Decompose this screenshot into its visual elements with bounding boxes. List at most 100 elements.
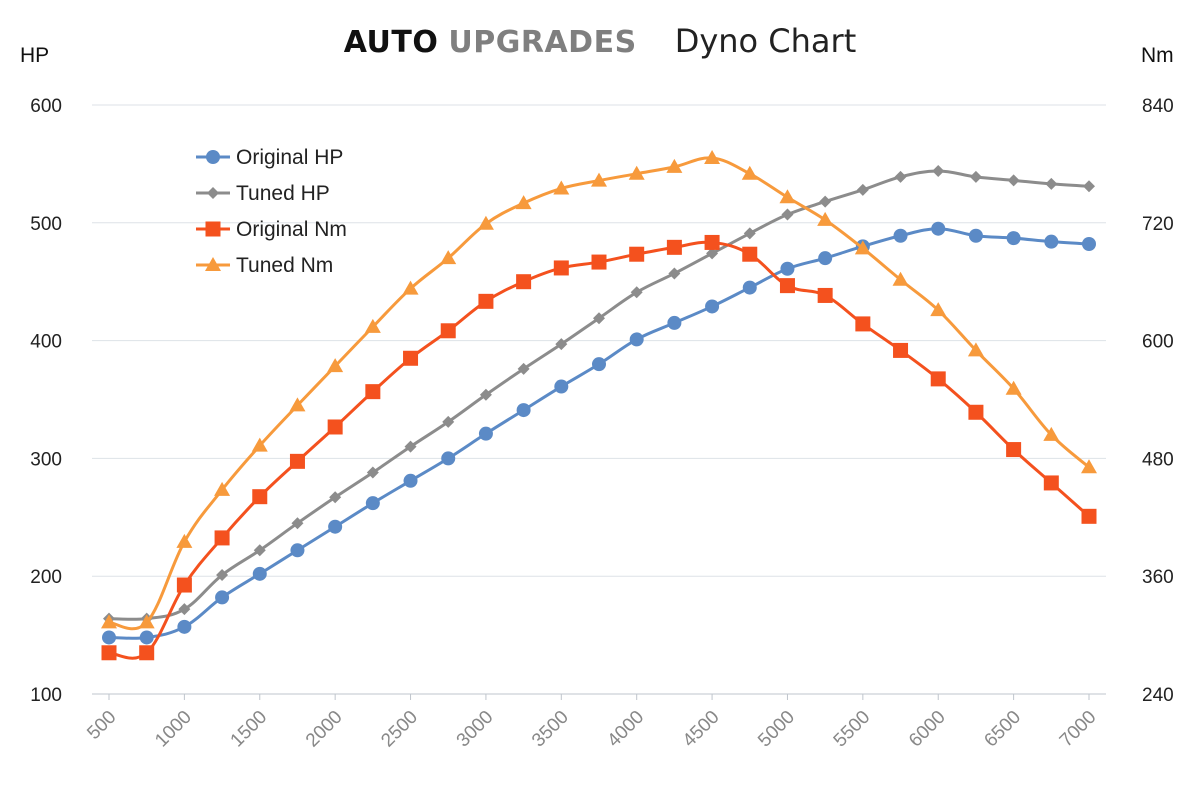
x-tick-label: 3500 [528, 707, 573, 752]
data-point-original-nm [591, 254, 607, 270]
legend-item-tuned-hp: Tuned HP [196, 182, 330, 205]
legend-marker-original-nm [205, 221, 221, 237]
x-tick-label: 4000 [603, 707, 648, 752]
legend-label-tuned-nm: Tuned Nm [236, 254, 333, 277]
data-point-original-hp [252, 566, 267, 581]
data-point-original-nm [101, 645, 117, 661]
data-point-original-hp [403, 473, 418, 488]
data-point-tuned-hp [969, 170, 982, 183]
brand-upgrades: UPGRADES [448, 25, 637, 60]
y-right-tick-label: 840 [1142, 96, 1174, 117]
data-point-tuned-nm [666, 158, 683, 173]
data-point-original-nm [478, 293, 494, 309]
data-point-original-hp [1006, 231, 1021, 246]
data-point-original-nm [516, 274, 532, 290]
x-tick-label: 7000 [1056, 707, 1101, 752]
data-point-tuned-nm [364, 318, 381, 333]
legend-item-tuned-nm: Tuned Nm [196, 254, 333, 277]
y-right-tick-label: 240 [1142, 685, 1174, 706]
data-point-original-hp [365, 496, 380, 511]
legend-label-tuned-hp: Tuned HP [236, 182, 330, 205]
x-tick-label: 500 [83, 707, 120, 744]
data-point-original-hp [629, 332, 644, 347]
data-point-tuned-nm [327, 358, 344, 373]
y-right-tick-label: 720 [1142, 214, 1174, 235]
data-point-tuned-nm [138, 614, 155, 629]
data-point-tuned-nm [892, 271, 909, 286]
data-point-tuned-nm [101, 614, 117, 629]
data-point-original-nm [666, 239, 682, 255]
series-tuned-nm [101, 150, 1097, 631]
data-point-original-hp [328, 519, 343, 534]
legend-item-original-hp: Original HP [196, 146, 343, 169]
series-original-nm [101, 234, 1097, 661]
data-point-original-hp [478, 426, 493, 441]
data-point-original-nm [893, 342, 909, 358]
data-point-tuned-hp [329, 491, 342, 504]
data-point-tuned-hp [856, 183, 869, 196]
data-point-tuned-nm [854, 240, 871, 255]
data-point-original-hp [554, 379, 569, 394]
data-point-original-hp [215, 590, 230, 605]
data-point-original-nm [779, 278, 795, 294]
y-right-tick-label: 360 [1142, 567, 1174, 588]
data-point-tuned-nm [214, 481, 231, 496]
data-point-original-nm [365, 384, 381, 400]
data-point-original-hp [177, 619, 192, 634]
x-tick-label: 2000 [302, 707, 347, 752]
data-point-original-hp [818, 251, 833, 266]
y-left-tick-label: 500 [30, 214, 62, 235]
data-point-original-hp [893, 228, 908, 243]
data-point-tuned-hp [216, 569, 229, 582]
data-point-tuned-hp [706, 247, 719, 260]
data-point-tuned-nm [628, 165, 645, 180]
y-left-tick-label: 600 [30, 96, 62, 117]
data-point-tuned-nm [704, 150, 721, 165]
legend-item-original-nm: Original Nm [196, 218, 347, 241]
data-point-tuned-nm [289, 397, 306, 412]
series-group [101, 150, 1097, 661]
data-point-original-nm [176, 577, 192, 593]
data-point-tuned-hp [442, 415, 455, 428]
chart-title-text: Dyno Chart [674, 22, 857, 60]
data-point-original-hp [1044, 234, 1059, 249]
data-point-tuned-nm [817, 211, 834, 226]
x-tick-label: 5000 [754, 707, 799, 752]
data-point-tuned-nm [176, 533, 193, 548]
data-point-original-nm [553, 260, 569, 276]
data-point-tuned-hp [743, 227, 756, 240]
data-point-tuned-nm [741, 165, 758, 180]
y-right-tick-label: 600 [1142, 332, 1174, 353]
data-point-tuned-hp [178, 603, 191, 616]
data-point-original-nm [930, 371, 946, 387]
data-point-original-hp [139, 630, 154, 645]
data-point-original-nm [742, 246, 758, 262]
data-point-original-nm [440, 323, 456, 339]
data-point-original-hp [742, 280, 757, 295]
data-point-tuned-hp [894, 170, 907, 183]
data-point-tuned-nm [967, 342, 984, 357]
data-point-original-hp [931, 221, 946, 236]
x-tick-label: 1000 [151, 707, 196, 752]
data-point-original-nm [1043, 475, 1059, 491]
x-tick-label: 2500 [377, 707, 422, 752]
data-point-original-hp [441, 451, 456, 466]
data-point-original-nm [139, 645, 155, 661]
data-point-tuned-nm [1043, 426, 1060, 441]
data-point-original-nm [817, 287, 833, 303]
legend: Original HP Tuned HP Original Nm Tuned Nm [196, 146, 347, 277]
data-point-original-hp [667, 315, 682, 330]
chart-title: AUTO UPGRADES Dyno Chart [0, 22, 1200, 60]
legend-label-original-hp: Original HP [236, 146, 343, 169]
series-original-hp [102, 221, 1096, 645]
data-point-tuned-nm [402, 280, 419, 295]
data-point-tuned-nm [930, 302, 947, 317]
y-left-unit: HP [20, 44, 49, 67]
data-point-original-nm [855, 316, 871, 332]
x-tick-label: 1500 [227, 707, 272, 752]
data-point-original-hp [1082, 237, 1096, 252]
data-point-tuned-nm [515, 195, 532, 210]
data-point-original-hp [592, 357, 606, 372]
x-tick-label: 6000 [905, 707, 950, 752]
